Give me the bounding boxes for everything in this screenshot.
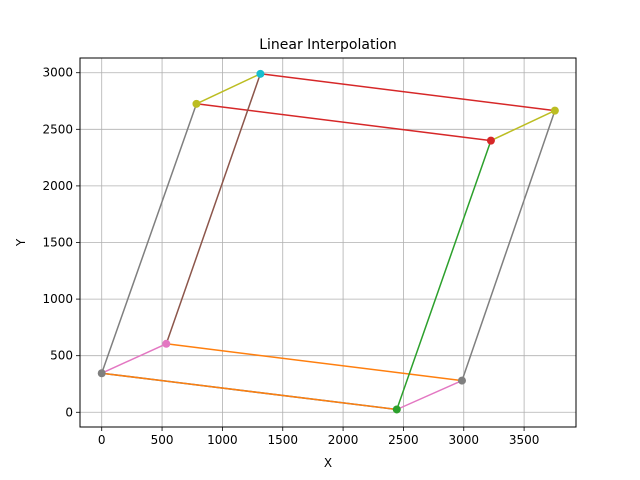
- y-tick-label: 1500: [42, 236, 73, 250]
- x-tick-label: 1500: [267, 433, 298, 447]
- data-point-0: [97, 369, 106, 378]
- x-axis-label: X: [324, 456, 332, 470]
- data-point-5: [256, 69, 265, 78]
- chart-title: Linear Interpolation: [259, 37, 397, 53]
- x-tick-label: 3500: [509, 433, 540, 447]
- series-line-6: [165, 73, 262, 345]
- x-tick-label: 3000: [448, 433, 479, 447]
- data-point-3: [457, 376, 466, 385]
- series-line-3: [396, 140, 492, 410]
- series-line-10: [461, 110, 556, 381]
- y-axis-label: Y: [14, 238, 28, 247]
- x-tick-label: 2000: [328, 433, 359, 447]
- series-line-9: [100, 103, 198, 374]
- series-line-7: [101, 343, 167, 374]
- series-line-1: [101, 372, 397, 411]
- series-line-5: [196, 103, 491, 142]
- data-point-1: [162, 339, 171, 348]
- points-layer: [97, 69, 559, 414]
- x-tick-label: 2500: [388, 433, 419, 447]
- series-layer: [100, 73, 556, 411]
- y-tick-label: 2000: [42, 179, 73, 193]
- y-tick-label: 1000: [42, 292, 73, 306]
- y-axis-ticks: 0 500 1000 1500 2000 2500 3000: [42, 66, 80, 419]
- series-line-11: [196, 73, 261, 105]
- data-point-6: [486, 136, 495, 145]
- x-tick-label: 500: [151, 433, 174, 447]
- x-tick-label: 0: [98, 433, 106, 447]
- data-point-7: [550, 106, 559, 115]
- y-tick-label: 2500: [42, 122, 73, 136]
- y-tick-label: 0: [65, 405, 73, 419]
- y-tick-label: 500: [50, 349, 73, 363]
- series-line-2: [166, 343, 463, 382]
- data-point-2: [392, 405, 401, 414]
- series-line-8: [396, 379, 463, 411]
- grid-lines: [80, 58, 576, 427]
- data-point-4: [192, 99, 201, 108]
- x-axis-ticks: 0 500 1000 1500 2000 2500 3000 3500: [98, 427, 539, 447]
- y-tick-label: 3000: [42, 66, 73, 80]
- series-line-12: [490, 109, 556, 142]
- series-line-4: [260, 73, 555, 112]
- x-tick-label: 1000: [207, 433, 238, 447]
